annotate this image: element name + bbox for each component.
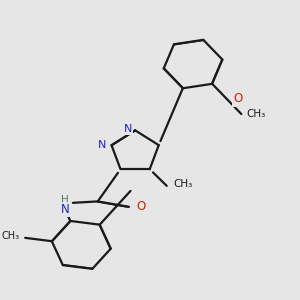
Text: N: N [61,203,69,216]
Text: O: O [136,200,146,213]
Text: CH₃: CH₃ [173,179,192,189]
Text: CH₃: CH₃ [246,109,266,119]
Text: N: N [98,140,106,150]
Text: O: O [233,92,242,106]
Text: H: H [61,195,69,205]
Text: CH₃: CH₃ [2,231,20,241]
Text: N: N [124,124,132,134]
